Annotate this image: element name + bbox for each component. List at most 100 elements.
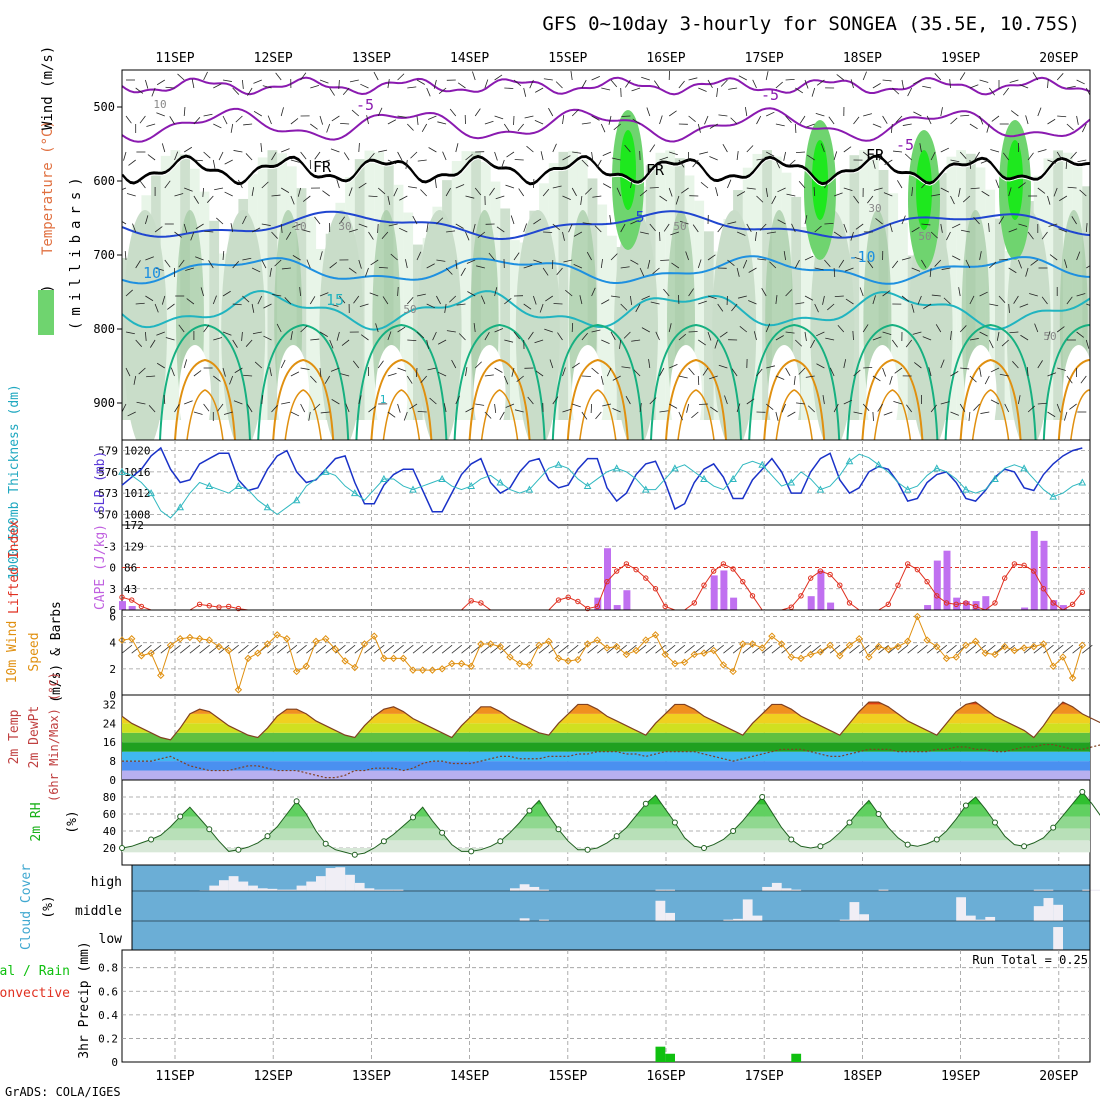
cape-bar [720, 570, 728, 610]
wind-barb [795, 339, 803, 347]
wind-barb [958, 187, 961, 197]
wind-barb [358, 395, 362, 405]
lifted-index-marker [924, 578, 930, 585]
temp-band [122, 713, 1090, 724]
surface-wind-barb [189, 644, 201, 654]
wind-barb [178, 259, 185, 268]
wind-barb [601, 299, 610, 305]
cloud-bg [132, 865, 1090, 950]
wind-barb [203, 324, 210, 333]
rh-column [752, 153, 763, 420]
wind-barb [527, 331, 534, 340]
surface-wind-barb [946, 644, 957, 654]
pressure-axis-label-group: (millibars) [68, 171, 84, 330]
wind-speed-marker [903, 637, 912, 646]
wind-barb [646, 107, 651, 117]
rh2m-marker [380, 838, 387, 845]
cloud-high-bar [306, 881, 317, 891]
wind-barb [251, 267, 261, 273]
wind-barb [581, 79, 587, 89]
wind-barb [914, 362, 922, 369]
wind-barb [1064, 411, 1068, 421]
wind-barb [154, 267, 164, 271]
wind-barb [377, 360, 384, 369]
wind-barb [785, 367, 791, 376]
wind-barb [692, 159, 699, 168]
rh-bands [122, 791, 1090, 853]
temp-tick-label: 8 [109, 755, 116, 768]
wind-barb [999, 373, 1009, 377]
surface-wind-barb [500, 644, 511, 654]
temp-contour-30 [1070, 389, 1090, 440]
wind-barb [336, 331, 340, 341]
surface-wind-barb [645, 644, 657, 654]
wind-barb [136, 401, 146, 405]
wind-barb [581, 411, 588, 420]
wind-barb [828, 116, 835, 125]
wind-barb [353, 295, 360, 304]
wind-barb [281, 148, 290, 153]
thickness-marker [205, 481, 214, 490]
cloud-unit-label: (%) [41, 895, 56, 918]
wind-speed-marker [486, 640, 495, 648]
wind-barb [816, 79, 825, 86]
wind-barb [943, 297, 951, 305]
temp-contour-20 [551, 323, 644, 440]
wind-barb [913, 79, 922, 85]
cloud-high-bar [286, 889, 297, 891]
precip-tick-label: 0.2 [98, 1032, 118, 1045]
wind-barbs-axis-label-group: (m/s) & Barbs [49, 601, 64, 703]
cloud-high-bar [248, 885, 258, 891]
wind-barb [594, 225, 602, 233]
wind-barb [427, 115, 437, 120]
surface-wind-barb [383, 644, 395, 654]
wind-barb [397, 286, 399, 297]
wind-barb [481, 295, 486, 305]
wind-barb [170, 367, 175, 377]
rh2m-marker [148, 836, 155, 843]
slp-tick-label: 1020 [124, 445, 151, 458]
wind-barb [534, 339, 544, 344]
wind-barb [744, 107, 748, 117]
wind-speed-marker [884, 645, 893, 653]
wind-barb [562, 367, 566, 377]
wind-barb [766, 151, 775, 157]
wind-barb [232, 261, 240, 269]
cloud-high-bar [209, 885, 220, 891]
wind-speed-marker [302, 662, 311, 670]
wind-barb [621, 366, 631, 369]
wind-speed-marker [263, 640, 272, 648]
cloud-middle-bar [849, 902, 860, 921]
wind-barb [164, 259, 171, 268]
wind-barb [562, 195, 571, 201]
wind-barb [352, 360, 360, 369]
wind-barb [671, 262, 680, 269]
wind-barb [489, 187, 495, 196]
wind-barb [126, 193, 136, 197]
wind-barb [669, 151, 678, 156]
wind-speed-marker [477, 640, 485, 648]
wind-barb [243, 374, 253, 377]
temp-contour-30 [186, 389, 224, 440]
wind-barb [174, 193, 184, 197]
wind-barb [748, 267, 757, 273]
temp-contour-30 [284, 389, 322, 440]
wind-speed-marker [894, 642, 902, 651]
wind-barb [247, 87, 253, 96]
lifted-index-marker [905, 561, 911, 567]
wind-barb [1067, 186, 1077, 189]
temp-contour-minus10 [122, 76, 1090, 96]
temp-tick-label: 16 [103, 736, 116, 749]
wind-barb [625, 395, 631, 405]
temp-contour-25 [763, 358, 826, 440]
wind-barb [601, 87, 611, 91]
surface-wind-barb [344, 644, 356, 654]
wind-barb [154, 226, 163, 233]
wind-barb [203, 403, 210, 412]
surface-wind-barb [199, 644, 210, 654]
wind-barb [476, 265, 485, 269]
wind-barb [962, 195, 971, 203]
wind-barb [460, 267, 466, 276]
wind-speed-marker [380, 654, 388, 663]
